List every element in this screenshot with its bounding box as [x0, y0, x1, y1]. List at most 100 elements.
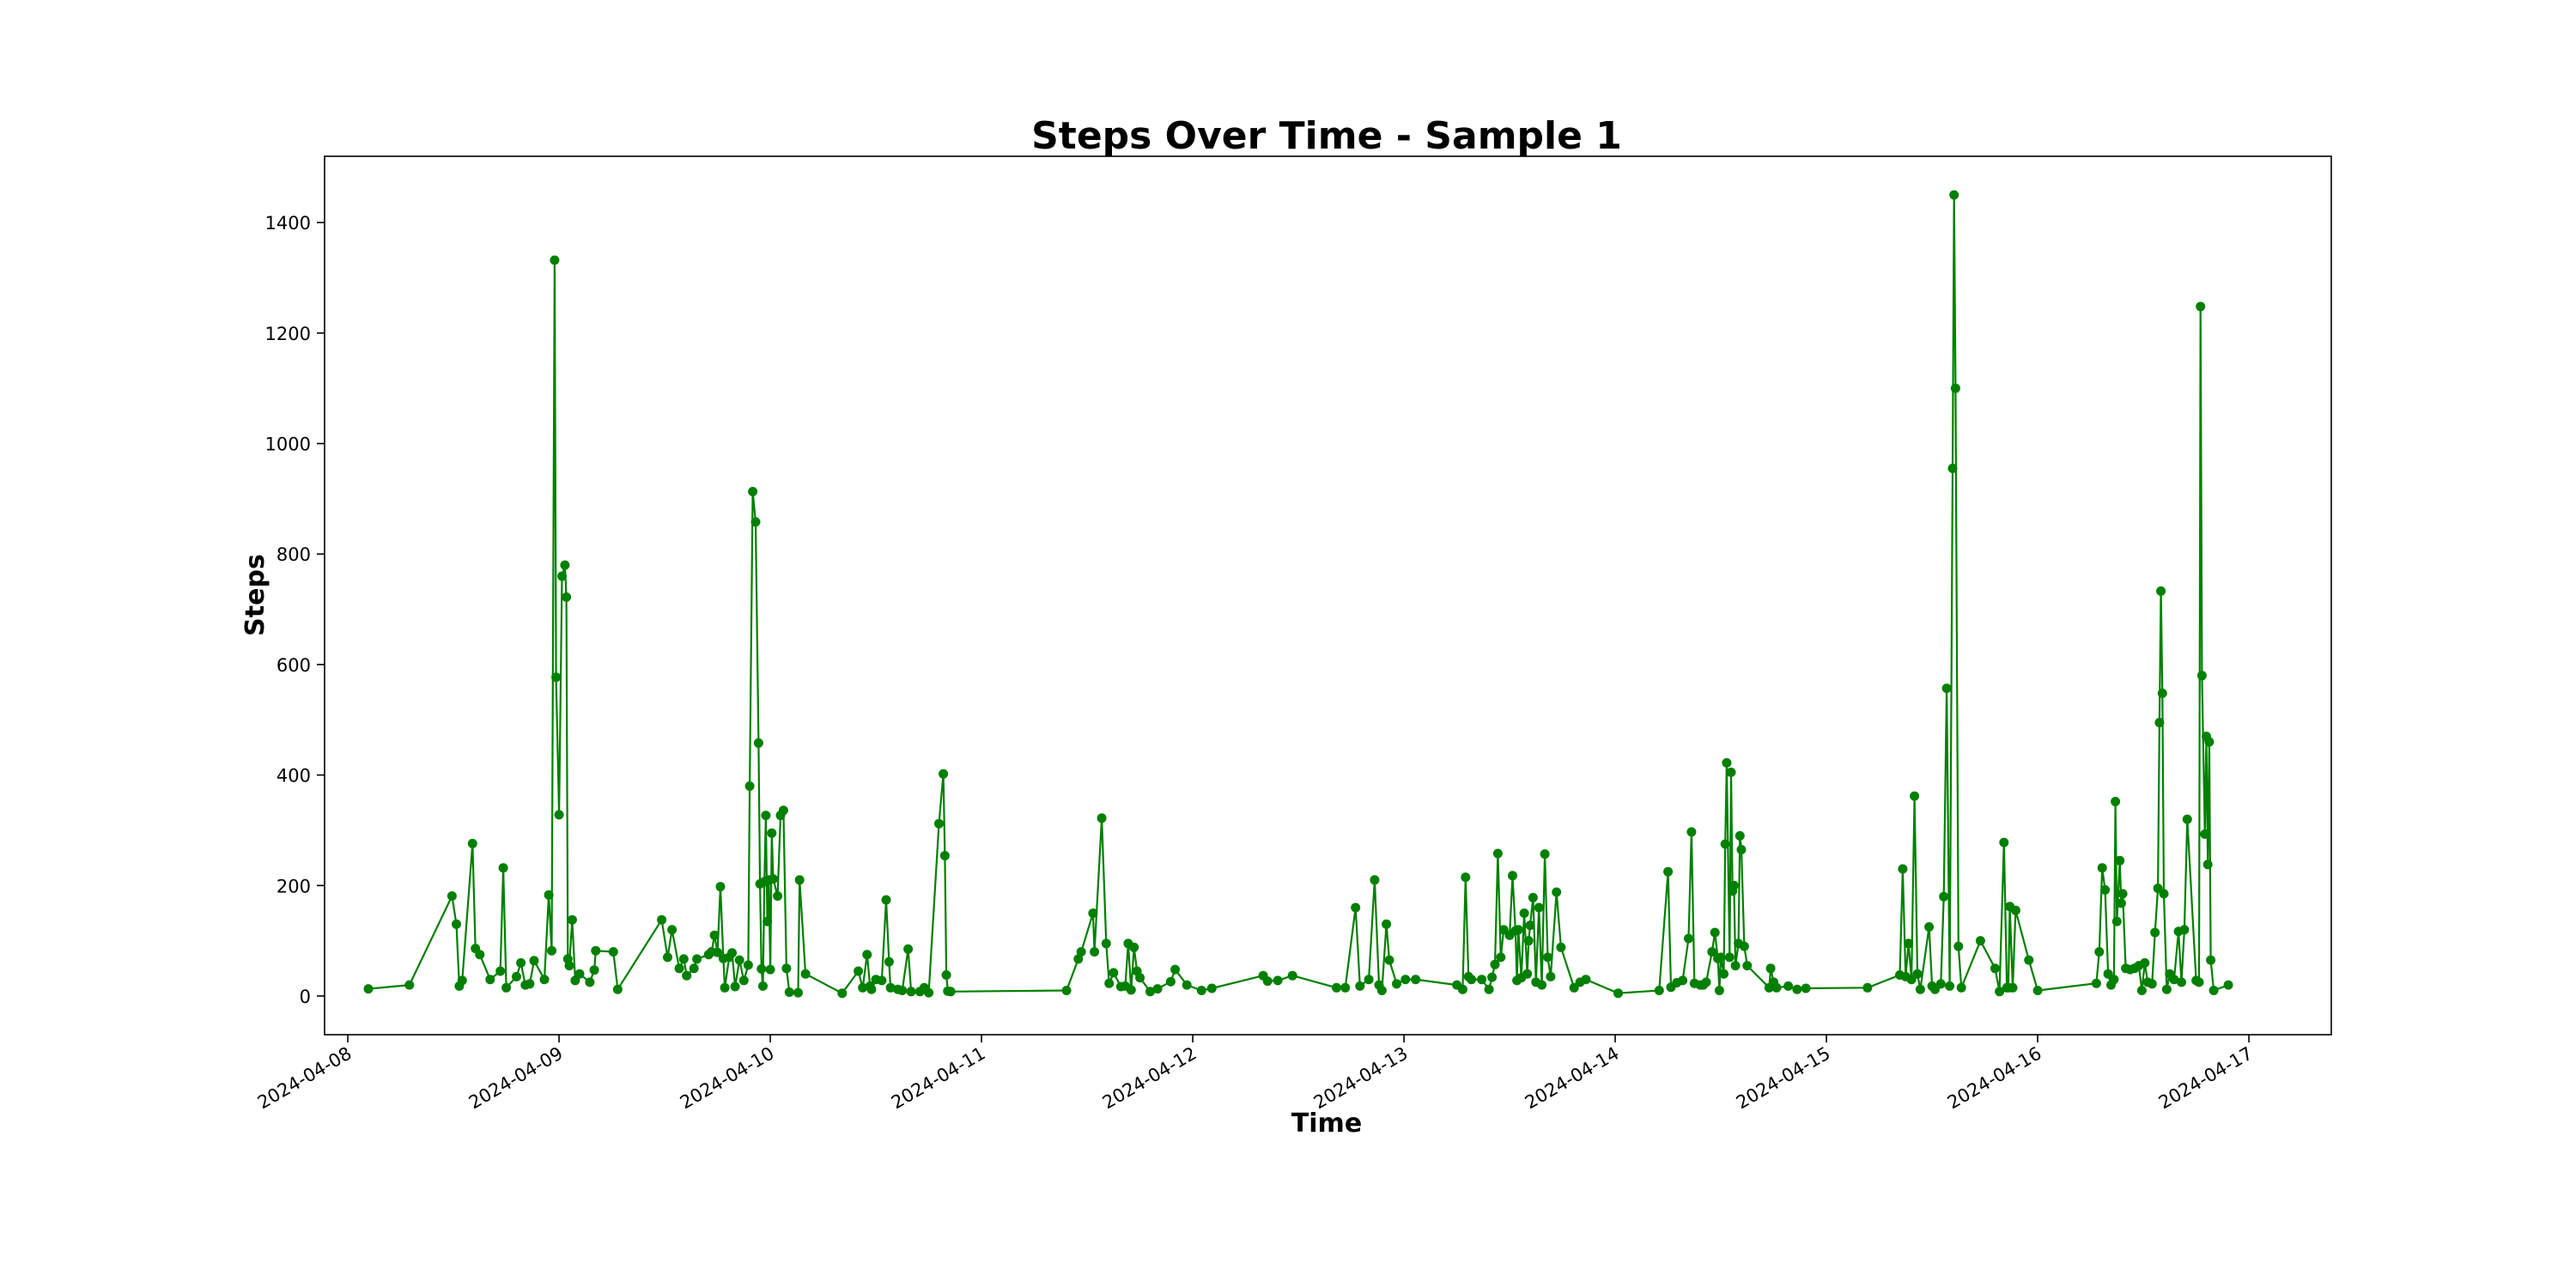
data-point	[1720, 839, 1730, 849]
data-point	[516, 957, 526, 968]
data-point	[1182, 980, 1192, 990]
data-point	[1170, 964, 1181, 975]
data-point	[715, 882, 726, 892]
data-point	[2109, 975, 2119, 985]
data-point	[2150, 927, 2160, 938]
data-point	[2194, 977, 2204, 987]
data-point	[2010, 905, 2020, 915]
data-point	[1701, 977, 1711, 987]
data-point	[738, 975, 749, 986]
data-point	[544, 890, 554, 900]
data-point	[2116, 898, 2126, 908]
data-point	[1411, 975, 1421, 985]
data-point	[560, 560, 570, 570]
data-point	[2196, 671, 2207, 681]
data-point	[1364, 975, 1374, 985]
data-point	[564, 961, 574, 971]
data-point	[1534, 902, 1544, 913]
data-point	[1771, 982, 1782, 993]
data-point	[1196, 986, 1206, 995]
data-point	[1953, 941, 1964, 951]
data-point	[734, 955, 744, 965]
data-point	[1145, 987, 1155, 997]
data-point	[1457, 984, 1467, 994]
data-point	[498, 863, 508, 873]
data-point	[404, 980, 415, 990]
data-point	[663, 952, 672, 963]
data-point	[924, 987, 934, 998]
data-point	[1376, 986, 1387, 995]
data-point	[1206, 983, 1217, 993]
data-point	[501, 982, 512, 993]
data-point	[1090, 947, 1100, 957]
y-axis: 0 200 400 600 800 1000 1200 1400	[265, 213, 325, 1007]
data-point	[452, 919, 461, 929]
data-point	[2136, 986, 2147, 995]
data-point	[2179, 925, 2190, 935]
data-point	[1492, 848, 1503, 859]
data-point	[1730, 961, 1741, 971]
data-point	[1956, 982, 1966, 993]
data-point	[1654, 986, 1664, 995]
data-point	[1792, 984, 1802, 994]
data-point	[2153, 884, 2163, 893]
data-point	[1906, 975, 1917, 985]
data-point	[1508, 871, 1517, 881]
data-point	[1949, 190, 1959, 200]
data-point	[756, 963, 767, 974]
data-point	[1126, 985, 1136, 995]
y-axis-label: Steps	[240, 554, 270, 636]
data-point	[457, 975, 467, 986]
data-point	[709, 930, 720, 940]
data-point	[1490, 959, 1500, 969]
data-point	[1939, 891, 1949, 902]
data-point	[1945, 981, 1955, 991]
data-point	[1556, 942, 1566, 952]
data-point	[485, 975, 495, 985]
data-point	[525, 979, 535, 989]
data-point	[1710, 927, 1720, 938]
data-point	[1540, 849, 1550, 860]
data-point	[1519, 908, 1529, 918]
data-point	[2147, 979, 2157, 989]
data-point	[2024, 955, 2034, 965]
data-point	[667, 925, 677, 935]
data-point	[1742, 961, 1753, 971]
data-point	[2169, 975, 2179, 985]
y-tick-label: 1200	[265, 324, 311, 344]
data-point	[730, 981, 740, 992]
data-point	[1719, 969, 1728, 979]
data-point	[1097, 813, 1107, 823]
data-point	[1686, 827, 1697, 837]
data-point	[897, 986, 908, 995]
data-point	[800, 969, 811, 979]
data-point	[2159, 889, 2169, 899]
data-point	[1995, 987, 2005, 997]
data-point	[1461, 872, 1471, 883]
data-point	[1728, 880, 1739, 890]
data-point	[585, 977, 595, 987]
data-point	[1392, 979, 1401, 989]
data-point	[1332, 982, 1341, 993]
data-point	[1498, 925, 1509, 935]
data-point	[692, 954, 702, 964]
data-point	[674, 963, 684, 974]
data-point	[1552, 887, 1562, 897]
data-point	[1104, 978, 1115, 988]
data-point	[475, 950, 485, 960]
data-point	[1801, 983, 1811, 993]
data-point	[2100, 884, 2111, 895]
y-tick-label: 200	[276, 876, 311, 896]
data-point	[2103, 969, 2113, 979]
data-point	[884, 957, 894, 967]
data-point	[1739, 941, 1749, 951]
data-point	[554, 810, 564, 820]
data-point	[678, 954, 689, 964]
y-tick-label: 600	[276, 655, 311, 676]
data-point	[945, 987, 956, 997]
data-point	[550, 255, 560, 265]
data-point	[1736, 845, 1747, 854]
data-point	[1722, 757, 1732, 768]
data-point	[2196, 301, 2206, 312]
